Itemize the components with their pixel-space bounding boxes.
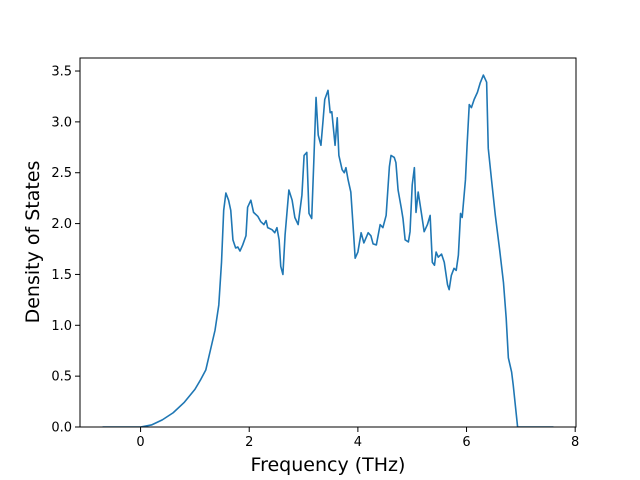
y-tick-label: 1.0 — [51, 319, 72, 334]
y-axis-label: Density of States — [22, 161, 44, 324]
x-tick-label: 4 — [354, 435, 362, 450]
y-tick-label: 2.5 — [51, 166, 72, 181]
y-tick-label: 3.0 — [51, 115, 72, 130]
x-tick-label: 6 — [462, 435, 470, 450]
x-tick-label: 2 — [245, 435, 253, 450]
y-tick-label: 2.0 — [51, 217, 72, 232]
x-tick-label: 8 — [571, 435, 579, 450]
y-tick-label: 0.0 — [51, 421, 72, 436]
y-tick-label: 0.5 — [51, 370, 72, 385]
y-tick-label: 3.5 — [51, 65, 72, 80]
plot-frame — [79, 57, 577, 428]
x-tick-label: 0 — [136, 435, 144, 450]
data-line — [102, 74, 554, 427]
y-tick-label: 1.5 — [51, 268, 72, 283]
x-axis-label: Frequency (THz) — [251, 454, 406, 476]
